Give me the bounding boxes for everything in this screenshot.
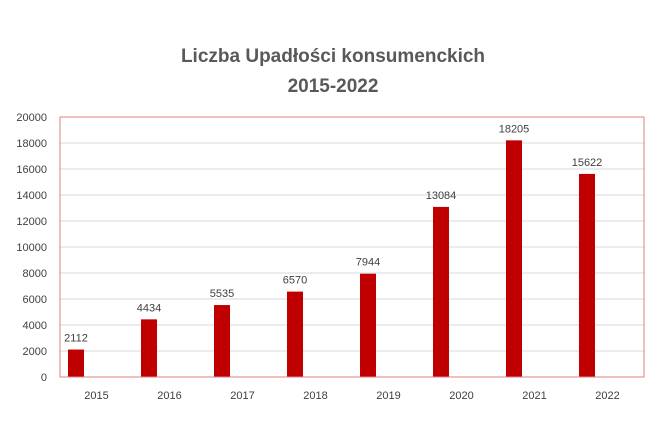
bars — [68, 140, 595, 377]
data-label-2022: 15622 — [572, 157, 603, 169]
y-axis: 0 2000 4000 6000 8000 10000 12000 14000 16000 180… — [16, 112, 47, 384]
y-tick-label: 12000 — [16, 216, 47, 228]
y-tick-label: 14000 — [16, 190, 47, 202]
data-label-2015: 2112 — [64, 333, 88, 345]
y-tick-label: 4000 — [23, 320, 47, 332]
y-tick-label: 8000 — [23, 268, 47, 280]
x-tick-label-2015: 2015 — [84, 390, 108, 402]
y-tick-label: 2000 — [23, 346, 47, 358]
data-label-2017: 5535 — [210, 288, 234, 300]
data-label-2016: 4434 — [137, 302, 161, 314]
x-tick-label-2016: 2016 — [157, 390, 181, 402]
x-tick-label-2020: 2020 — [449, 390, 473, 402]
y-tick-label: 16000 — [16, 164, 47, 176]
x-tick-label-2018: 2018 — [303, 390, 327, 402]
bar-2019 — [360, 273, 376, 377]
data-labels: 2112 4434 5535 6570 7944 13084 18205 15622 — [64, 123, 602, 344]
bar-2022 — [579, 173, 595, 377]
x-tick-label-2019: 2019 — [376, 390, 400, 402]
x-tick-label-2017: 2017 — [230, 390, 254, 402]
bar-2016 — [141, 319, 157, 377]
y-tick-label: 20000 — [16, 112, 47, 124]
x-tick-label-2022: 2022 — [595, 390, 619, 402]
x-tick-label-2021: 2021 — [522, 390, 546, 402]
y-tick-label: 10000 — [16, 242, 47, 254]
y-tick-label: 0 — [41, 372, 47, 384]
bar-2015 — [68, 349, 84, 377]
chart-subtitle: 2015-2022 — [288, 76, 379, 97]
bar-2018 — [287, 291, 303, 377]
plot-area-border — [59, 116, 645, 378]
x-axis: 2015 2016 2017 2018 2019 2020 2021 2022 — [84, 390, 619, 402]
y-tick-label: 18000 — [16, 138, 47, 150]
data-label-2021: 18205 — [499, 123, 530, 135]
chart-title: Liczba Upadłości konsumenckich — [181, 46, 485, 67]
y-tick-label: 6000 — [23, 294, 47, 306]
bar-2017 — [214, 305, 230, 377]
data-label-2020: 13084 — [426, 190, 457, 202]
data-label-2019: 7944 — [356, 257, 380, 269]
bar-2020 — [433, 206, 449, 377]
bar-2021 — [506, 140, 522, 377]
data-label-2018: 6570 — [283, 275, 307, 287]
